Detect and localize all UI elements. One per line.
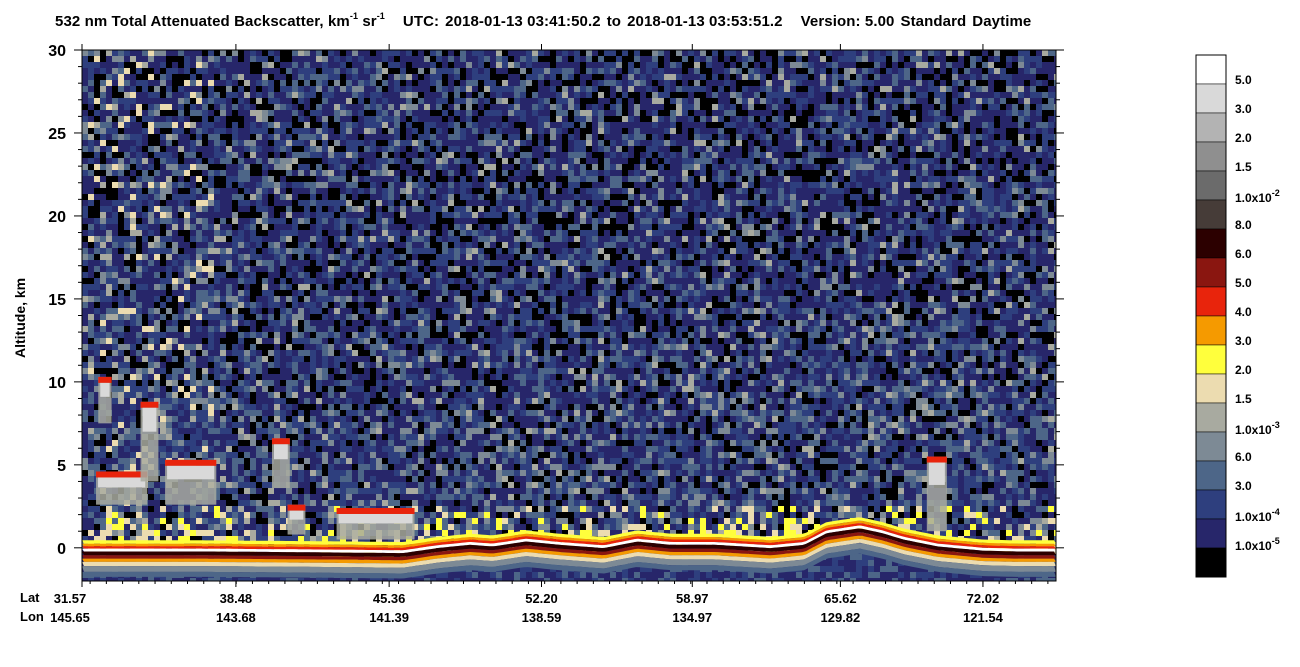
colorbar-cell [1195, 431, 1227, 462]
lon-tick-label: 143.68 [216, 610, 256, 625]
cloud-top-edge [98, 376, 112, 383]
backscatter-cells [82, 50, 1056, 581]
colorbar-label: 2.0 [1235, 131, 1252, 145]
lon-tick-label: 138.59 [522, 610, 562, 625]
colorbar-cell [1195, 228, 1227, 259]
cloud-core [338, 513, 413, 524]
colorbar-label: 1.0x10-3 [1235, 420, 1280, 437]
colorbar-label: 3.0 [1235, 334, 1252, 348]
cloud-top-edge [165, 459, 217, 466]
surface-return-band [82, 525, 1056, 554]
colorbar-label: 2.0 [1235, 363, 1252, 377]
colorbar-label: 4.0 [1235, 305, 1252, 319]
surface-return-band [82, 535, 1056, 564]
lat-row-label: Lat [20, 590, 40, 605]
colorbar-label: 1.0x10-2 [1235, 188, 1280, 205]
colorbar-label: 3.0 [1235, 479, 1252, 493]
colorbar-label: 6.0 [1235, 450, 1252, 464]
cloud-core [289, 510, 304, 520]
lat-tick-label: 45.36 [373, 591, 406, 606]
colorbar-cell [1195, 315, 1227, 346]
cloud-core [142, 407, 157, 432]
cloud-top-edge [271, 438, 290, 445]
lat-tick-label: 58.97 [676, 591, 709, 606]
cloud-core [98, 477, 146, 488]
lon-row-label: Lon [20, 609, 44, 624]
lon-tick-label: 129.82 [821, 610, 861, 625]
lon-tick-label: 141.39 [369, 610, 409, 625]
colorbar-cell [1195, 547, 1227, 578]
colorbar-cell [1195, 518, 1227, 549]
colorbar-label: 1.5 [1235, 160, 1252, 174]
colorbar-cell [1195, 373, 1227, 404]
y-axis-label: Altitude, km [12, 277, 28, 358]
cloud-core [100, 382, 110, 397]
colorbar-cell [1195, 170, 1227, 201]
lon-tick-label: 121.54 [963, 610, 1004, 625]
colorbar-label: 1.0x10-5 [1235, 536, 1280, 553]
colorbar-cell [1195, 199, 1227, 230]
cloud-top-edge [140, 401, 159, 408]
cloud-top-edge [336, 507, 415, 514]
cloud-top-edge [287, 504, 306, 511]
lat-tick-label: 65.62 [824, 591, 857, 606]
colorbar-label: 1.5 [1235, 392, 1252, 406]
lat-tick-label: 38.48 [220, 591, 253, 606]
cloud-core [273, 444, 288, 460]
colorbar-label: 5.0 [1235, 276, 1252, 290]
backscatter-cells [82, 50, 1056, 554]
surface-return-band [82, 520, 1056, 548]
cloud-core [928, 462, 945, 485]
y-tick-label: 0 [57, 541, 66, 558]
lat-tick-label: 52.20 [525, 591, 558, 606]
colorbar-cell [1195, 112, 1227, 143]
colorbar-cell [1195, 489, 1227, 520]
y-tick-label: 30 [48, 43, 66, 60]
backscatter-cells [82, 50, 1056, 560]
colorbar-cell [1195, 257, 1227, 288]
cloud-core [167, 465, 215, 480]
y-tick-label: 20 [48, 209, 66, 226]
y-tick-label: 15 [48, 292, 66, 309]
backscatter-cells [82, 50, 1056, 581]
colorbar-cell [1195, 344, 1227, 375]
colorbar-label: 1.0x10-4 [1235, 507, 1280, 524]
y-tick-label: 5 [57, 458, 66, 475]
cloud-top-edge [96, 471, 148, 478]
chart-title: 532 nm Total Attenuated Backscatter, km-… [55, 11, 1032, 30]
backscatter-cells [82, 50, 1056, 581]
colorbar-label: 5.0 [1235, 73, 1252, 87]
lon-tick-label: 134.97 [672, 610, 712, 625]
y-tick-label: 10 [48, 375, 66, 392]
colorbar-cell [1195, 141, 1227, 172]
colorbar-cell [1195, 54, 1227, 85]
colorbar-cell [1195, 286, 1227, 317]
surface-return-band [82, 539, 1056, 568]
surface-return-band [82, 532, 1056, 561]
surface-return-band [82, 543, 1056, 574]
colorbar-cell [1195, 402, 1227, 433]
surface-return-band [82, 517, 1056, 546]
surface-return-band [82, 548, 1056, 579]
lat-tick-label: 72.02 [967, 591, 1000, 606]
surface-return-band [82, 528, 1056, 557]
colorbar-label: 3.0 [1235, 102, 1252, 116]
cloud-top-edge [926, 456, 947, 463]
lat-tick-label: 31.57 [54, 591, 87, 606]
colorbar-label: 8.0 [1235, 218, 1252, 232]
colorbar-cell [1195, 83, 1227, 114]
colorbar-frame [1195, 54, 1227, 578]
colorbar-cell [1195, 460, 1227, 491]
lon-tick-label: 145.65 [50, 610, 90, 625]
surface-return-band [82, 523, 1056, 551]
y-tick-label: 25 [48, 126, 66, 143]
colorbar-label: 6.0 [1235, 247, 1252, 261]
